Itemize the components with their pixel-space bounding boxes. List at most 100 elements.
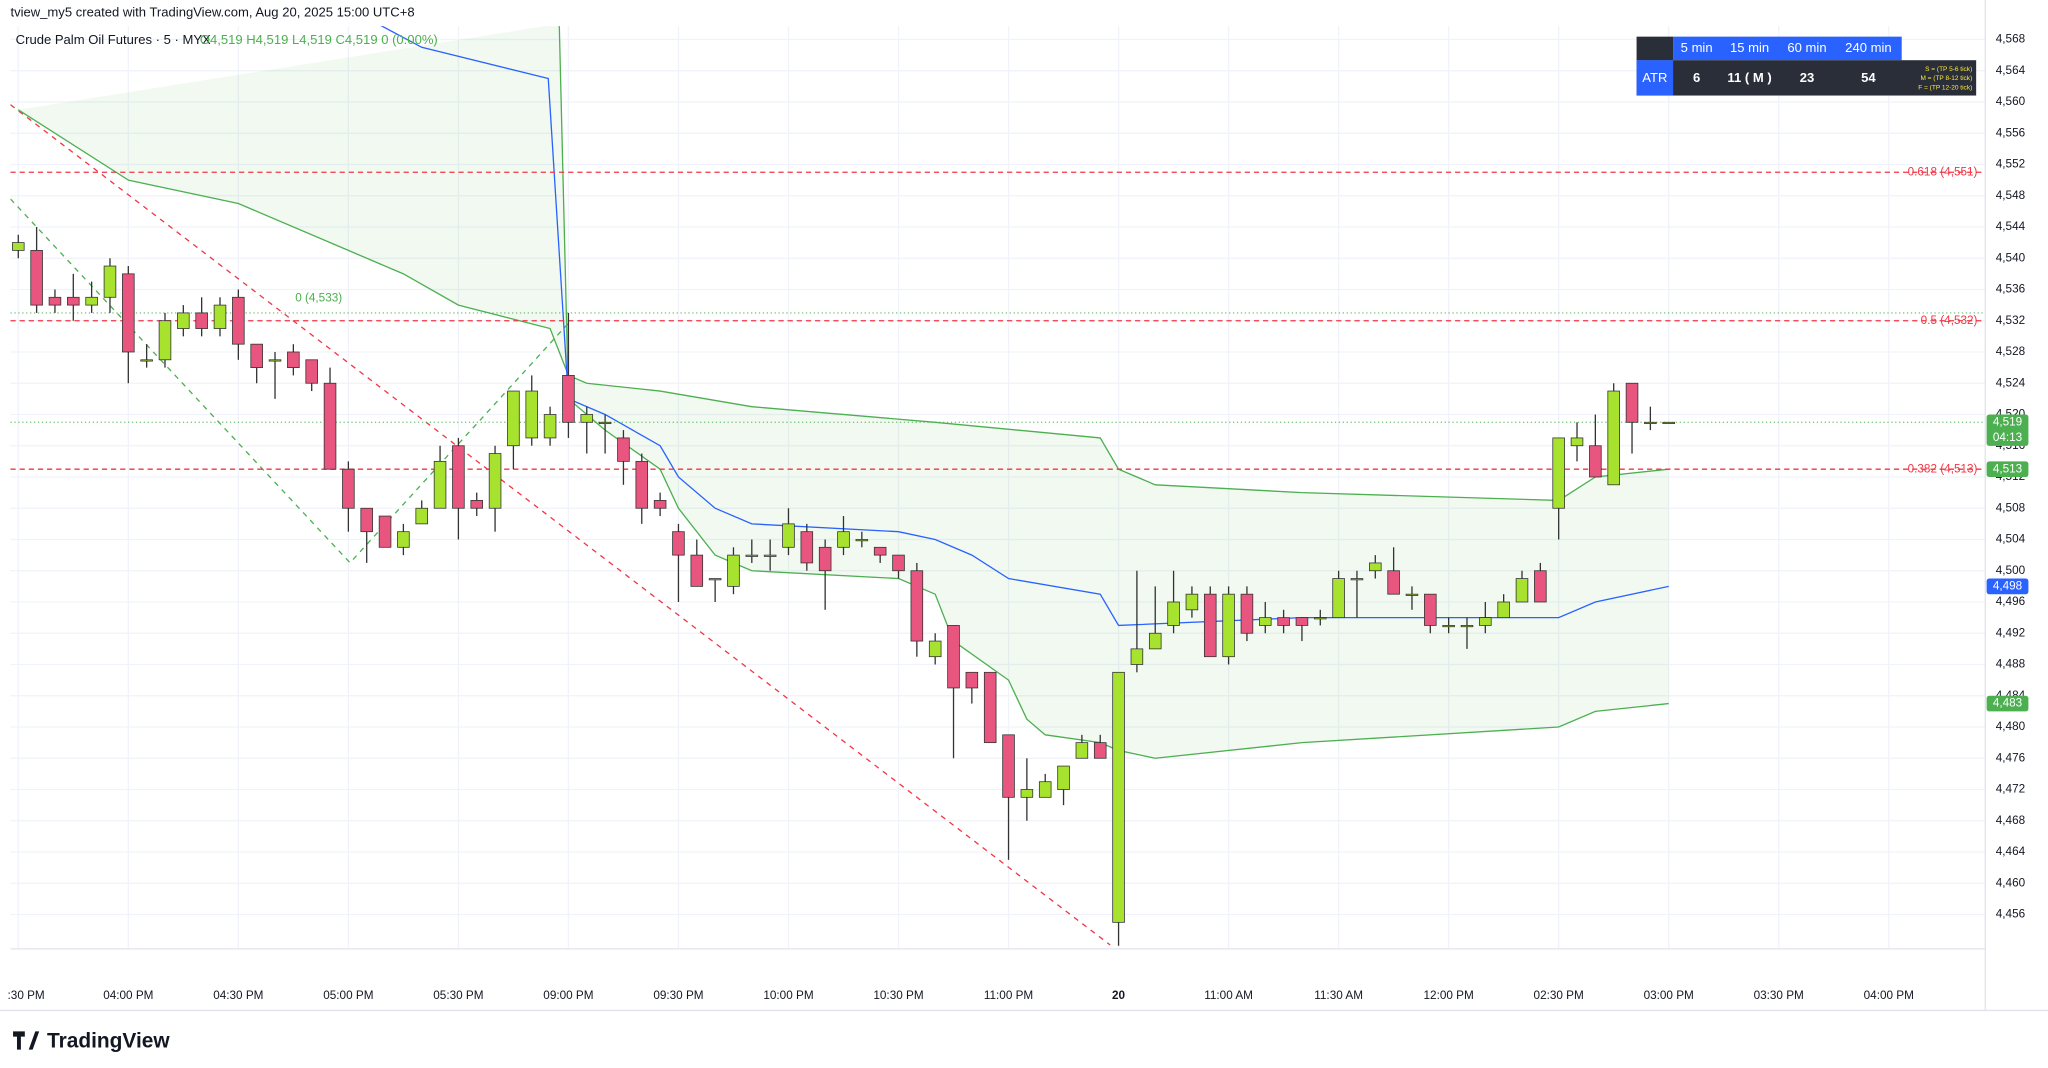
- candle-body: [1497, 601, 1510, 619]
- table-note: F = (TP 12-20 tick): [1918, 84, 1972, 91]
- candle-body: [378, 515, 392, 548]
- table-corner: [1636, 36, 1674, 61]
- band-fill: [18, 26, 1669, 759]
- candle-body: [177, 312, 190, 329]
- price-badge: [1986, 414, 2029, 446]
- candle-body: [323, 382, 337, 470]
- candle-body: [782, 523, 795, 548]
- candle-body: [30, 250, 43, 306]
- y-tick-label: 4,460: [1996, 876, 2026, 889]
- candle-body: [507, 390, 520, 447]
- candle-body: [305, 359, 318, 384]
- candle-body: [1038, 781, 1052, 798]
- x-tick-label: 11:00 PM: [984, 989, 1033, 1002]
- symbol-title: Crude Palm Oil Futures · 5 · MYX: [16, 32, 211, 47]
- candle-body: [1057, 765, 1070, 790]
- y-tick-label: 4,528: [1996, 345, 2026, 358]
- candle-body: [1112, 671, 1125, 923]
- candle-body: [543, 414, 557, 439]
- price-badge-label: 4,519: [1993, 415, 2022, 428]
- candle-body: [1277, 617, 1290, 626]
- candle-body: [1552, 437, 1565, 509]
- candle-body: [1442, 625, 1455, 628]
- y-tick-label: 4,552: [1996, 158, 2025, 171]
- y-tick-label: 4,492: [1996, 626, 2025, 639]
- candle-body: [708, 578, 722, 581]
- y-tick-label: 4,476: [1996, 751, 2026, 764]
- candle-body: [1332, 578, 1345, 619]
- price-badge-label: 4,483: [1993, 697, 2023, 710]
- y-tick-label: 4,536: [1996, 283, 2026, 296]
- candle-body: [1185, 593, 1199, 611]
- candle-body: [965, 671, 979, 689]
- candle-body: [928, 640, 942, 658]
- y-tick-label: 4,568: [1996, 33, 2026, 46]
- x-tick-label: 11:30 AM: [1314, 989, 1363, 1002]
- table-header: 60 min: [1787, 40, 1826, 55]
- candle-body: [1460, 625, 1474, 628]
- candle-body: [1424, 593, 1437, 626]
- candle-body: [525, 390, 539, 439]
- y-tick-label: 4,496: [1996, 595, 2026, 608]
- candle-body: [103, 265, 117, 298]
- candle-body: [763, 554, 777, 557]
- candle-body: [947, 625, 960, 689]
- candle-body: [1240, 593, 1254, 634]
- candle-body: [1002, 734, 1015, 798]
- candle-body: [598, 421, 612, 424]
- candle-body: [342, 468, 355, 509]
- table-cell: 54: [1861, 70, 1876, 85]
- candle-body: [1350, 578, 1364, 581]
- y-tick-label: 4,504: [1996, 533, 2026, 546]
- y-tick-label: 4,472: [1996, 783, 2025, 796]
- x-tick-label: 09:00 PM: [543, 989, 593, 1002]
- y-tick-label: 4,488: [1996, 658, 2026, 671]
- candle-body: [1130, 648, 1144, 665]
- candle-body: [1020, 789, 1034, 798]
- candle-body: [488, 453, 502, 509]
- candle-body: [818, 546, 832, 572]
- x-tick-label: 03:30 PM: [1754, 989, 1804, 1002]
- candle-body: [195, 312, 208, 329]
- x-tick-label: 09:30 PM: [653, 989, 703, 1002]
- candle-body: [287, 351, 300, 368]
- x-tick-label: 02:30 PM: [1534, 989, 1584, 1002]
- candle-body: [1662, 421, 1675, 424]
- candle-body: [1314, 617, 1327, 620]
- candle-body: [213, 304, 227, 329]
- candle-body: [1479, 617, 1492, 626]
- candle-body: [1515, 578, 1529, 603]
- candle-body: [250, 343, 263, 368]
- table-cell: 6: [1693, 70, 1700, 85]
- brand: TradingView: [47, 1029, 170, 1052]
- table-row-label-bg: [1636, 60, 1674, 96]
- candle-body: [1607, 390, 1620, 486]
- candle-body: [800, 531, 814, 564]
- price-badge: [1986, 695, 2029, 712]
- y-tick-label: 4,564: [1996, 64, 2026, 77]
- fib-label: 0.382 (4,513): [1908, 462, 1978, 475]
- price-badge-label: 4,513: [1993, 462, 2023, 475]
- drawing-line: [10, 198, 572, 564]
- drawing-line: [10, 104, 1111, 946]
- x-tick-label: 04:30 PM: [213, 989, 263, 1002]
- candle-body: [232, 296, 245, 345]
- candle-body: [1570, 437, 1584, 447]
- indicator-line: [17, 109, 1669, 502]
- y-tick-label: 4,480: [1996, 720, 2026, 733]
- x-tick-label: 11:00 AM: [1204, 989, 1253, 1002]
- logo: [13, 1031, 40, 1050]
- candle-body: [562, 375, 575, 423]
- price-badge: [1986, 578, 2029, 595]
- candle-body: [397, 531, 410, 548]
- candle-body: [727, 554, 740, 587]
- candle-body: [122, 273, 135, 353]
- candle-body: [672, 531, 685, 556]
- candle-body: [268, 359, 282, 362]
- table-note: M = (TP 8-12 tick): [1920, 75, 1972, 82]
- y-tick-label: 4,508: [1996, 501, 2026, 514]
- table-header-bg: [1673, 36, 1902, 61]
- candle-body: [48, 296, 62, 306]
